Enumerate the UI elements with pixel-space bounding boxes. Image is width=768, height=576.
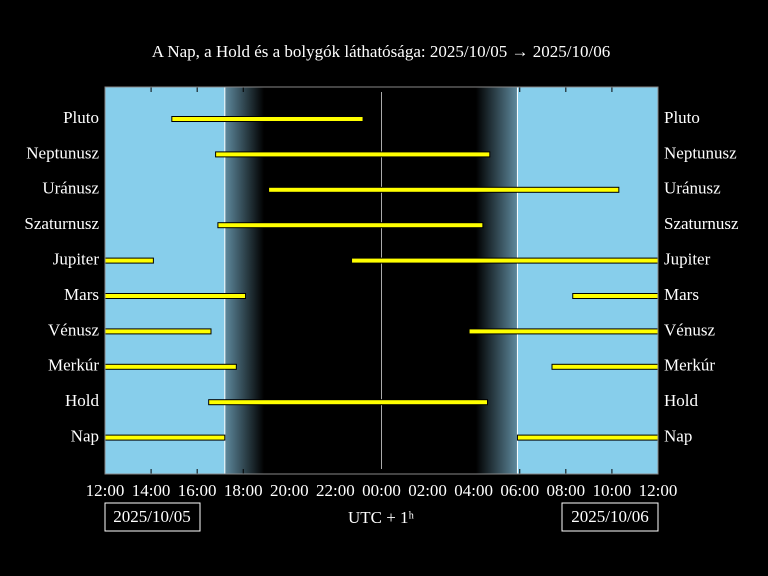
row-label: Mars (64, 285, 99, 304)
row-label: Szaturnusz (24, 214, 99, 233)
row-label: Nap (664, 427, 692, 446)
x-tick-label: 10:00 (593, 481, 632, 500)
visibility-bar (104, 434, 226, 441)
x-tick-label: 00:00 (362, 481, 401, 500)
x-tick-label: 08:00 (546, 481, 585, 500)
x-tick-label: 02:00 (408, 481, 447, 500)
visibility-bar (351, 257, 659, 264)
row-label: Neptunusz (26, 143, 99, 162)
row-label: Szaturnusz (664, 214, 739, 233)
row-label: Jupiter (53, 250, 100, 269)
visibility-bar (572, 293, 659, 299)
visibility-bar (217, 222, 484, 229)
daylight (517, 87, 658, 474)
visibility-bar (468, 328, 659, 335)
row-label: Mars (664, 285, 699, 304)
visibility-bar (208, 399, 488, 406)
row-label: Hold (664, 391, 699, 410)
visibility-bar (551, 363, 659, 370)
plot-frame (104, 86, 659, 475)
row-label: Hold (65, 391, 100, 410)
end-date: 2025/10/06 (571, 507, 648, 526)
visibility-bar (104, 363, 237, 370)
row-label: Nap (71, 427, 99, 446)
row-label: Jupiter (664, 250, 711, 269)
row-label: Vénusz (48, 320, 99, 339)
date-box (561, 502, 659, 532)
twilight (475, 87, 518, 474)
start-date: 2025/10/05 (113, 507, 190, 526)
x-axis-label: UTC + 1ʰ (348, 508, 415, 527)
x-tick-label: 04:00 (454, 481, 493, 500)
row-label: Pluto (63, 108, 99, 127)
x-tick-label: 18:00 (224, 481, 263, 500)
twilight (224, 87, 264, 474)
x-tick-label: 22:00 (316, 481, 355, 500)
x-tick-label: 14:00 (132, 481, 171, 500)
row-label: Uránusz (664, 179, 721, 198)
visibility-bar (268, 186, 620, 193)
date-box (104, 502, 201, 532)
visibility-bar (516, 434, 659, 441)
row-label: Merkúr (48, 356, 99, 375)
visibility-bar (215, 151, 491, 158)
row-label: Pluto (664, 108, 700, 127)
visibility-bar (104, 328, 212, 335)
row-label: Neptunusz (664, 143, 737, 162)
visibility-bar (104, 257, 154, 264)
x-tick-label: 12:00 (639, 481, 678, 500)
x-tick-label: 12:00 (86, 481, 125, 500)
chart-title: A Nap, a Hold és a bolygók láthatósága: … (152, 42, 610, 61)
row-label: Vénusz (664, 320, 715, 339)
x-tick-label: 16:00 (178, 481, 217, 500)
daylight (105, 87, 225, 474)
x-tick-label: 06:00 (500, 481, 539, 500)
row-label: Uránusz (42, 179, 99, 198)
visibility-bar (104, 293, 247, 299)
visibility-bar (171, 116, 364, 122)
x-tick-label: 20:00 (270, 481, 309, 500)
row-label: Merkúr (664, 356, 715, 375)
